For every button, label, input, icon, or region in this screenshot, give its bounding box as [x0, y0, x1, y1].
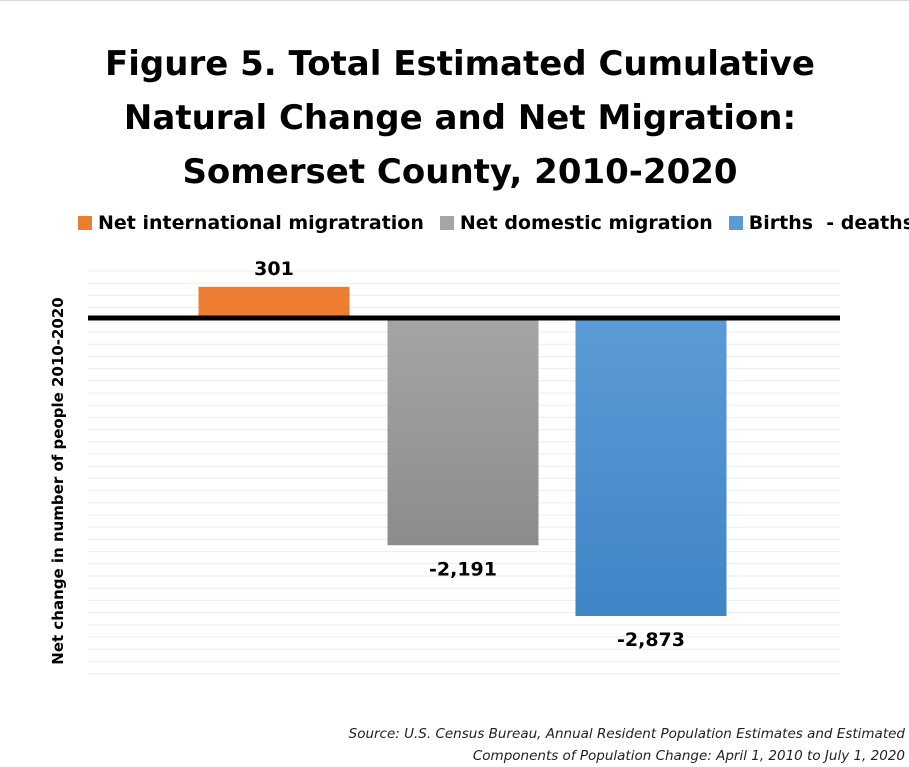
- chart-legend: Net international migratration Net domes…: [78, 211, 909, 235]
- bar-natural-change: [575, 318, 727, 616]
- data-labels: 301 -2,191 -2,873: [254, 258, 685, 651]
- legend-item-international: Net international migratration: [78, 212, 424, 234]
- chart-title-line-1: Figure 5. Total Estimated Cumulative: [105, 44, 815, 84]
- source-line-2: Components of Population Change: April 1…: [472, 748, 905, 764]
- chart-title-line-3: Somerset County, 2010-2020: [182, 152, 738, 192]
- source-line-1: Source: U.S. Census Bureau, Annual Resid…: [348, 726, 905, 742]
- data-label-domestic: -2,191: [429, 558, 497, 580]
- legend-swatch-natural-change: [728, 216, 743, 230]
- data-label-natural-change: -2,873: [617, 629, 685, 651]
- legend-item-domestic: Net domestic migration: [439, 212, 713, 234]
- data-label-international: 301: [254, 258, 294, 280]
- bar-domestic: [387, 318, 539, 546]
- legend-label-domestic: Net domestic migration: [459, 212, 713, 234]
- bar-international: [198, 286, 350, 318]
- legend-label-natural-change: Births - deaths: [748, 212, 909, 234]
- chart-title: Figure 5. Total Estimated Cumulative Nat…: [60, 37, 860, 199]
- legend-swatch-domestic: [439, 216, 454, 230]
- bars: [198, 286, 727, 616]
- legend-item-natural-change: Births - deaths: [728, 212, 909, 234]
- legend-label-international: Net international migratration: [98, 212, 424, 234]
- legend-swatch-international: [78, 216, 92, 230]
- source-note: Source: U.S. Census Bureau, Annual Resid…: [205, 723, 905, 767]
- chart-title-line-2: Natural Change and Net Migration:: [123, 98, 797, 138]
